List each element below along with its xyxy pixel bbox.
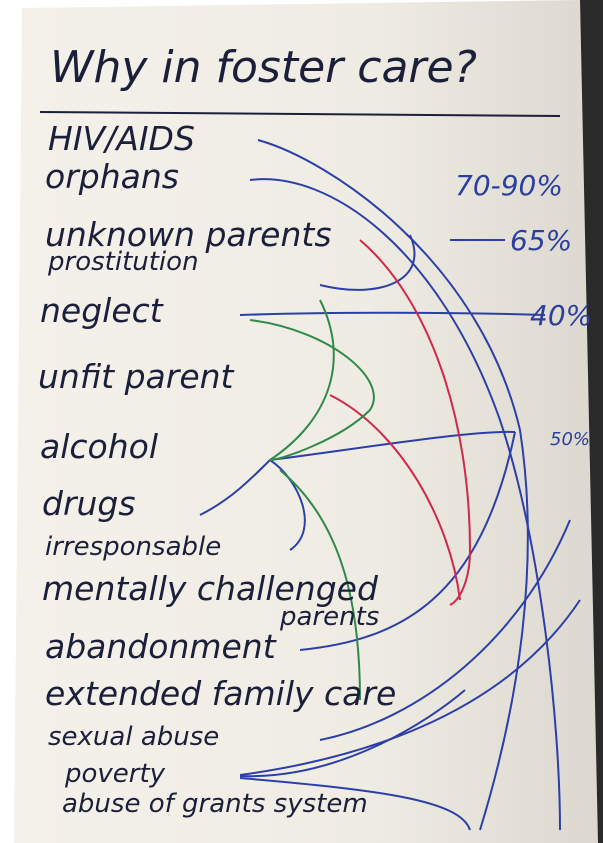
title: Why in foster care? xyxy=(50,42,477,93)
reason: HIV/AIDS xyxy=(48,119,195,158)
percentage: 50% xyxy=(550,429,590,450)
reason: irresponsable xyxy=(45,532,221,562)
percentage: 40% xyxy=(530,299,592,332)
reason: alcohol xyxy=(40,427,158,466)
reason: sexual abuse xyxy=(48,722,219,752)
reason: unfit parent xyxy=(38,357,235,396)
reason: prostitution xyxy=(47,247,199,277)
reason: neglect xyxy=(40,291,164,330)
reason: extended family care xyxy=(45,674,396,713)
reason: poverty xyxy=(64,759,166,789)
percentage: 70-90% xyxy=(455,169,563,202)
page: {"title": "Why in foster care?", "items"… xyxy=(0,0,603,843)
reason: abuse of grants system xyxy=(62,789,368,819)
reason: drugs xyxy=(42,484,136,523)
reason-note: parents xyxy=(279,602,379,632)
reason: abandonment xyxy=(45,627,277,666)
photo: Why in foster care? HIV/AIDS orphans unk… xyxy=(0,0,603,843)
percentage: 65% xyxy=(510,224,572,257)
reason: orphans xyxy=(45,157,179,196)
